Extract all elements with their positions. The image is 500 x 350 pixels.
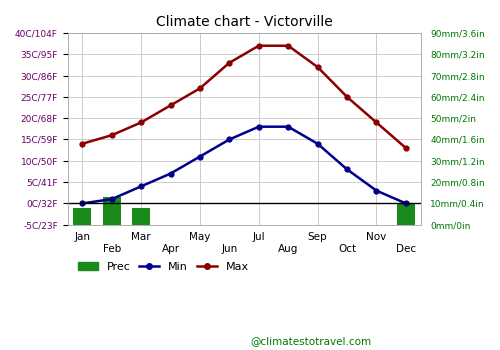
Text: @climatestotravel.com: @climatestotravel.com (250, 336, 371, 346)
Bar (132, 208, 150, 225)
Bar (162, 225, 180, 235)
Bar (250, 225, 268, 235)
Bar (309, 225, 326, 235)
Legend: Prec, Min, Max: Prec, Min, Max (73, 258, 254, 277)
Bar (191, 225, 209, 240)
Bar (220, 225, 238, 240)
Bar (397, 203, 414, 225)
Bar (74, 208, 91, 225)
Bar (368, 225, 385, 235)
Bar (338, 225, 356, 235)
Bar (280, 225, 297, 235)
Title: Climate chart - Victorville: Climate chart - Victorville (156, 15, 332, 29)
Bar (103, 197, 120, 225)
